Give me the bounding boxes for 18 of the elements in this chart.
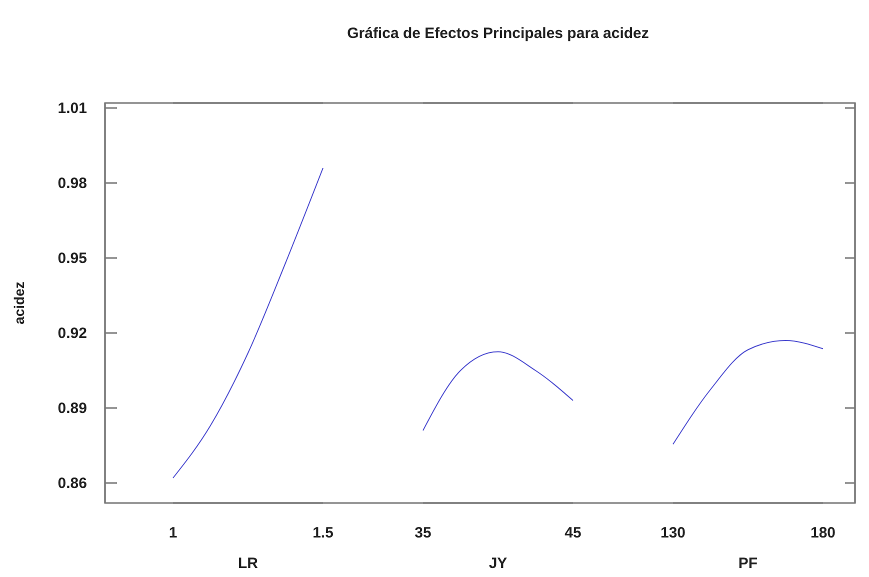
y-tick-label: 0.95 bbox=[58, 250, 87, 267]
x-tick-label: 1.5 bbox=[312, 524, 334, 542]
x-axis-title: LR bbox=[238, 555, 258, 572]
x-tick-label: 35 bbox=[414, 524, 432, 542]
y-tick-label: 0.86 bbox=[58, 474, 87, 492]
y-tick-label: 0.92 bbox=[58, 324, 87, 342]
x-tick-label: 130 bbox=[660, 524, 686, 542]
y-tick-label: 0.89 bbox=[58, 400, 87, 417]
y-tick-label: 1.01 bbox=[58, 100, 87, 117]
chart-title: Gráfica de Efectos Principales para acidez bbox=[347, 25, 649, 42]
x-tick-label: 180 bbox=[810, 524, 836, 542]
y-tick-label: 0.98 bbox=[58, 174, 87, 192]
x-tick-label: 1 bbox=[168, 524, 178, 542]
y-axis-title: acidez bbox=[11, 282, 27, 324]
x-axis-title: JY bbox=[488, 555, 508, 572]
x-axis-title: PF bbox=[738, 555, 758, 572]
x-tick-label: 45 bbox=[564, 524, 582, 542]
line-series bbox=[172, 168, 324, 478]
